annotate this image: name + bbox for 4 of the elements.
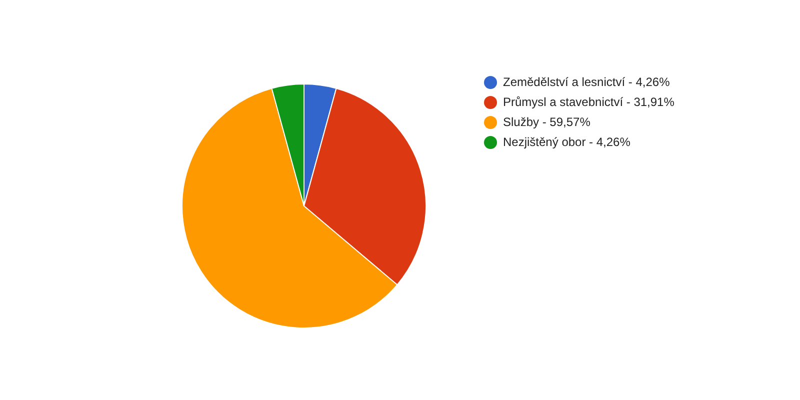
legend-label: Zemědělství a lesnictví - 4,26% xyxy=(503,75,671,90)
legend-label: Průmysl a stavebnictví - 31,91% xyxy=(503,95,676,110)
legend-label: Nezjištěný obor - 4,26% xyxy=(503,135,632,150)
legend-label: Služby - 59,57% xyxy=(503,115,592,130)
